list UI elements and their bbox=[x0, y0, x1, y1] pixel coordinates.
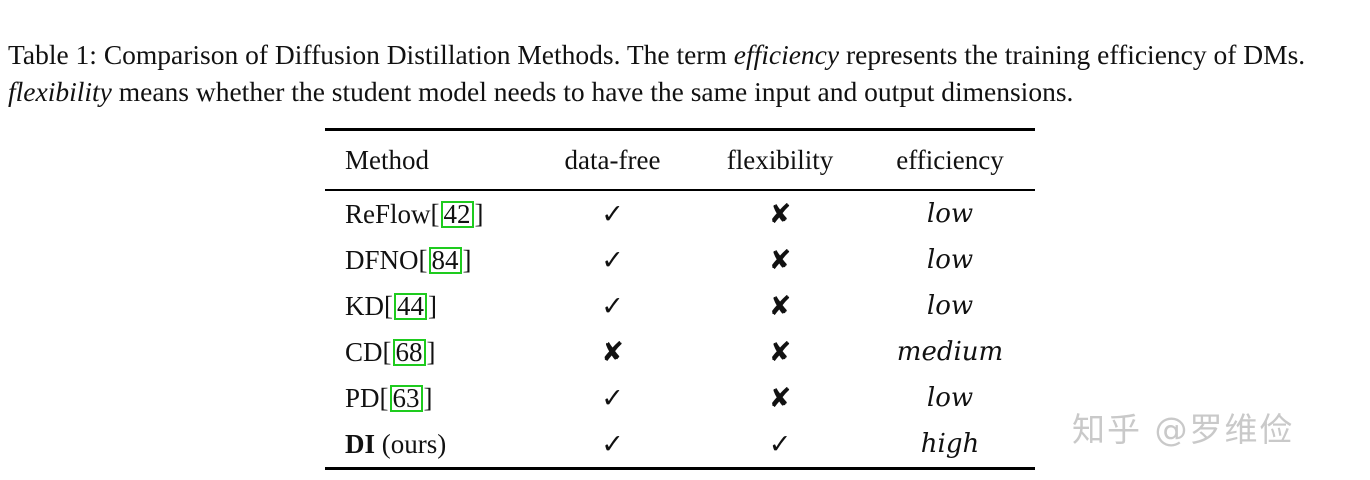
bracket-close: ] bbox=[426, 336, 436, 367]
method-cell: PD[63] bbox=[325, 375, 530, 421]
table-row: KD[44] ✓ ✘ low bbox=[325, 283, 1035, 329]
data-free-mark: ✓ bbox=[601, 382, 624, 414]
method-cell: DI (ours) bbox=[325, 421, 530, 469]
comparison-table-container: Method data-free flexibility efficiency … bbox=[325, 128, 1035, 470]
column-header-flexibility: flexibility bbox=[695, 129, 865, 191]
watermark: 知乎 @罗维俭 bbox=[1072, 410, 1295, 449]
data-free-mark: ✘ bbox=[601, 336, 624, 368]
table-row: PD[63] ✓ ✘ low bbox=[325, 375, 1035, 421]
flexibility-mark: ✘ bbox=[768, 198, 792, 230]
method-cell: ReFlow[42] bbox=[325, 190, 530, 237]
bracket-open: [ bbox=[382, 336, 392, 367]
caption-text-2: represents the training efficiency of DM… bbox=[839, 38, 1306, 70]
flexibility-mark: ✓ bbox=[768, 428, 792, 460]
caption-text-3: means whether the student model needs to… bbox=[111, 75, 1074, 107]
flexibility-mark: ✘ bbox=[768, 244, 792, 276]
efficiency-value: low bbox=[926, 245, 974, 275]
data-free-mark: ✓ bbox=[601, 290, 624, 322]
efficiency-value: low bbox=[926, 199, 974, 229]
efficiency-value: medium bbox=[896, 337, 1004, 367]
citation-link[interactable]: 63 bbox=[389, 384, 423, 412]
data-free-mark: ✓ bbox=[601, 244, 624, 276]
bracket-open: [ bbox=[418, 244, 428, 275]
citation-link[interactable]: 68 bbox=[392, 338, 426, 366]
table-row: DI (ours) ✓ ✓ high bbox=[325, 421, 1035, 469]
bracket-close: ] bbox=[474, 198, 484, 229]
bracket-close: ] bbox=[423, 382, 433, 413]
data-free-mark: ✓ bbox=[601, 198, 624, 230]
bracket-open: [ bbox=[379, 382, 389, 413]
column-header-method: Method bbox=[325, 129, 530, 191]
method-name: PD bbox=[345, 382, 380, 413]
table-caption: Table 1: Comparison of Diffusion Distill… bbox=[8, 36, 1360, 110]
flexibility-mark: ✘ bbox=[768, 382, 792, 414]
citation-link[interactable]: 42 bbox=[440, 200, 474, 228]
method-name: KD bbox=[345, 290, 384, 321]
method-name-bold: DI bbox=[345, 428, 376, 459]
caption-italic-flexibility: flexibility bbox=[8, 75, 112, 107]
flexibility-mark: ✘ bbox=[768, 290, 792, 322]
bracket-open: [ bbox=[384, 290, 393, 321]
header-row: Method data-free flexibility efficiency bbox=[325, 129, 1035, 191]
table-row: CD[68] ✘ ✘ medium bbox=[325, 329, 1035, 375]
data-free-mark: ✓ bbox=[601, 428, 624, 460]
method-cell: CD[68] bbox=[325, 329, 530, 375]
table-row: ReFlow[42] ✓ ✘ low bbox=[325, 190, 1035, 237]
bracket-close: ] bbox=[462, 244, 472, 275]
citation-link[interactable]: 44 bbox=[394, 292, 427, 320]
comparison-table: Method data-free flexibility efficiency … bbox=[325, 128, 1035, 470]
bracket-close: ] bbox=[428, 290, 437, 321]
efficiency-value: high bbox=[920, 429, 980, 459]
column-header-data-free: data-free bbox=[530, 129, 695, 191]
method-name: CD bbox=[345, 336, 383, 367]
efficiency-value: low bbox=[926, 383, 974, 413]
efficiency-value: low bbox=[926, 291, 974, 321]
flexibility-mark: ✘ bbox=[768, 336, 792, 368]
column-header-efficiency: efficiency bbox=[865, 129, 1035, 191]
method-cell: DFNO[84] bbox=[325, 237, 530, 283]
caption-text-1: Table 1: Comparison of Diffusion Distill… bbox=[8, 38, 734, 70]
method-name: (ours) bbox=[375, 428, 447, 459]
citation-link[interactable]: 84 bbox=[428, 246, 462, 274]
bracket-open: [ bbox=[430, 198, 440, 229]
method-cell: KD[44] bbox=[325, 283, 530, 329]
table-row: DFNO[84] ✓ ✘ low bbox=[325, 237, 1035, 283]
caption-italic-efficiency: efficiency bbox=[733, 38, 840, 70]
method-name: DFNO bbox=[345, 244, 419, 275]
method-name: ReFlow bbox=[345, 198, 431, 229]
